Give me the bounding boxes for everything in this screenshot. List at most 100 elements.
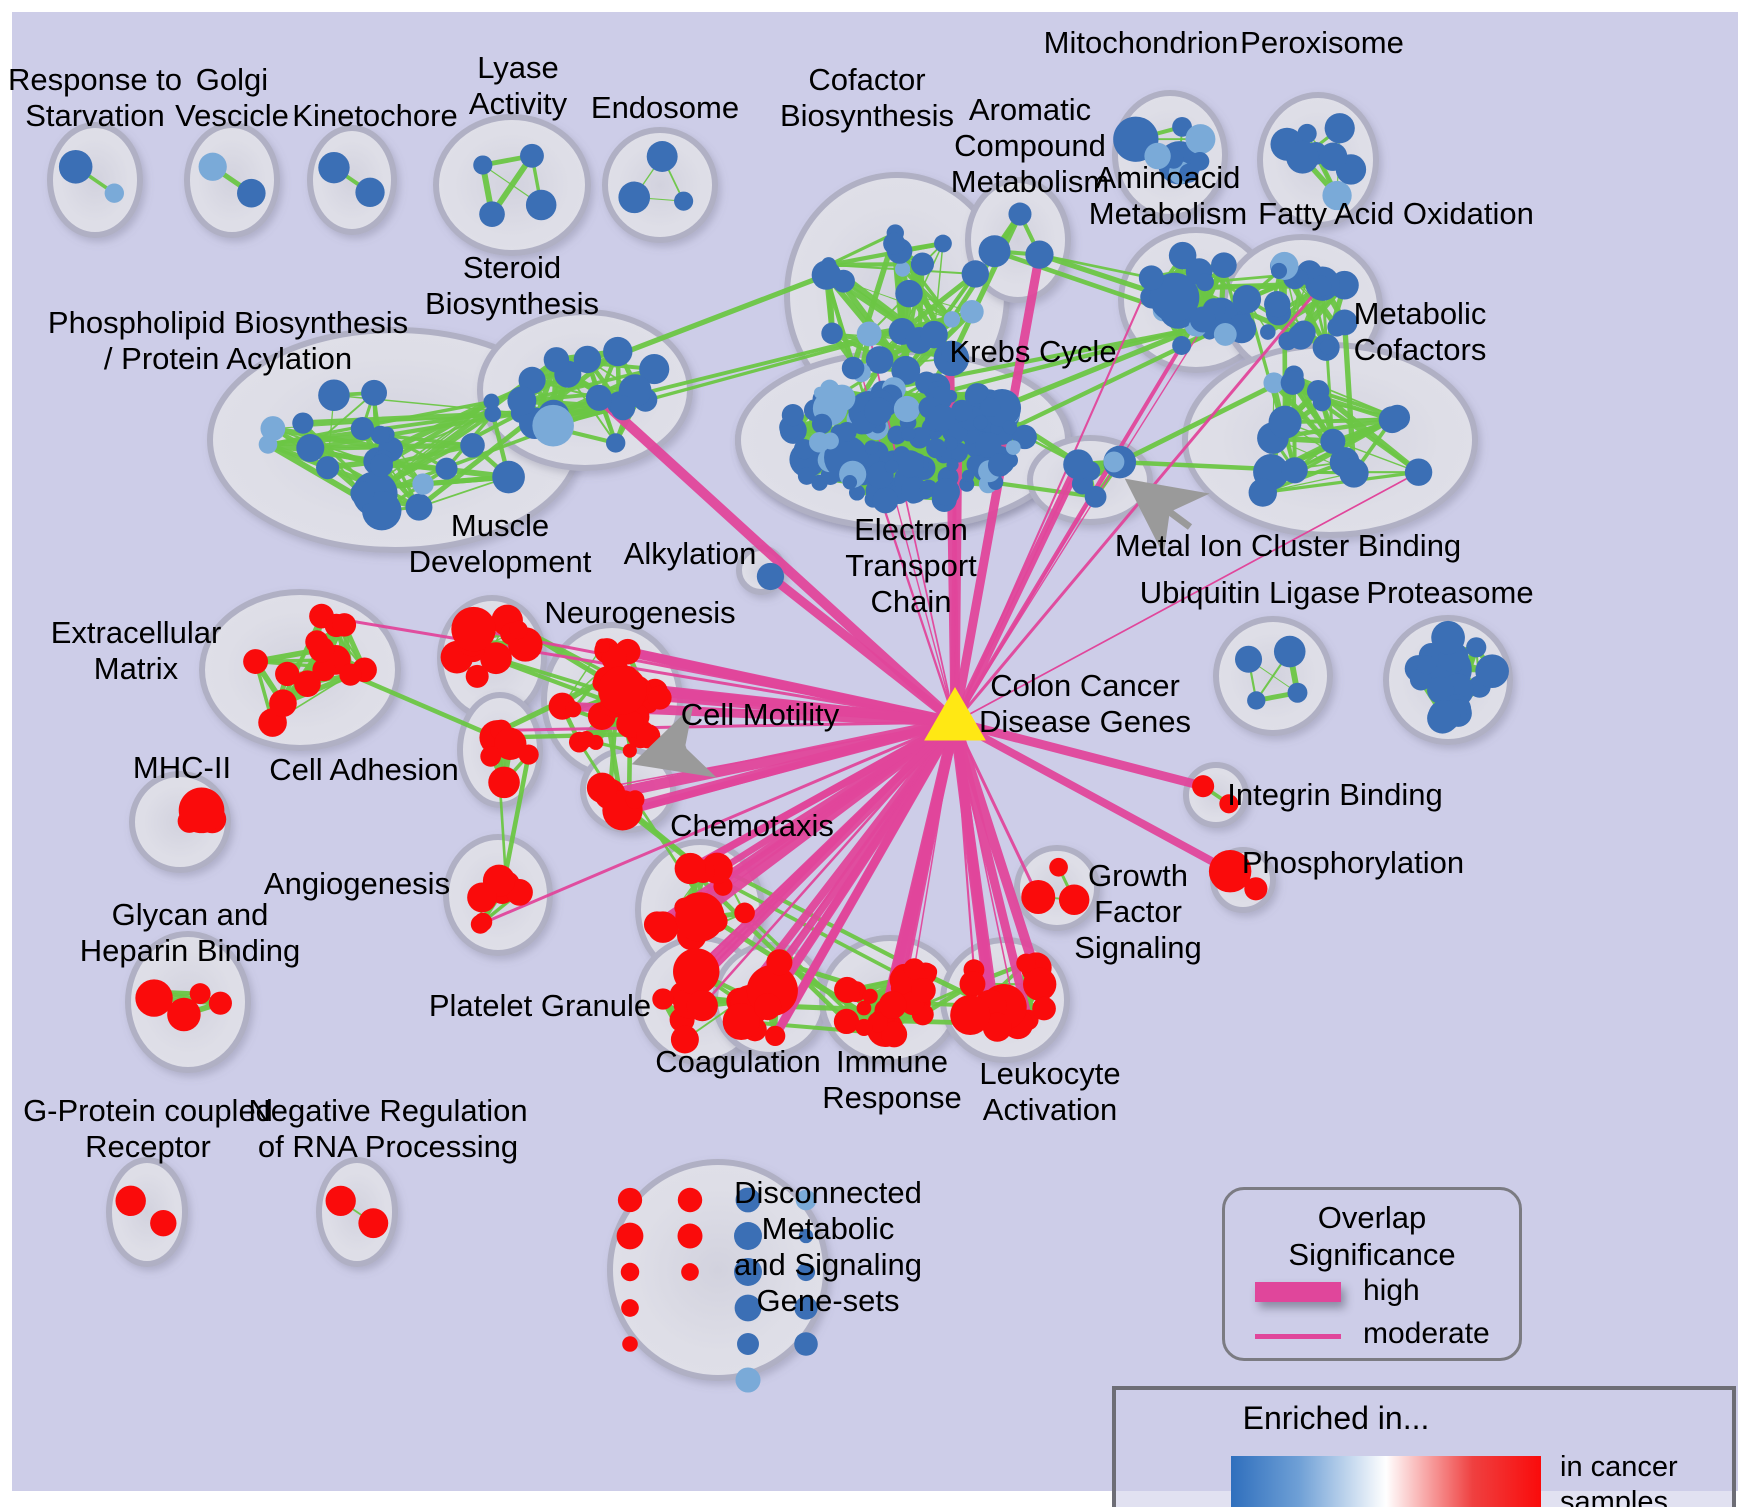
gene-set-node[interactable] — [973, 415, 988, 430]
gene-set-node[interactable] — [115, 1185, 146, 1217]
gene-set-node[interactable] — [1058, 884, 1090, 915]
gene-set-node[interactable] — [809, 431, 830, 453]
gene-set-node[interactable] — [881, 1021, 908, 1048]
gene-set-node[interactable] — [926, 438, 947, 459]
gene-set-node[interactable] — [833, 1008, 860, 1035]
gene-set-node[interactable] — [312, 658, 336, 682]
gene-set-node[interactable] — [856, 321, 882, 347]
gene-set-node[interactable] — [1417, 655, 1437, 675]
gene-set-node[interactable] — [754, 993, 782, 1021]
gene-set-node[interactable] — [1263, 372, 1285, 394]
gene-set-node[interactable] — [1049, 857, 1068, 877]
gene-set-node[interactable] — [435, 457, 458, 480]
gene-set-node[interactable] — [734, 1294, 762, 1322]
gene-set-node[interactable] — [260, 416, 286, 441]
gene-set-node[interactable] — [959, 970, 986, 997]
gene-set-node[interactable] — [479, 201, 505, 228]
gene-set-node[interactable] — [622, 1336, 638, 1352]
gene-set-node[interactable] — [975, 431, 1002, 458]
gene-set-node[interactable] — [966, 383, 988, 404]
gene-set-node[interactable] — [901, 477, 928, 504]
gene-set-node[interactable] — [872, 487, 899, 514]
gene-set-node[interactable] — [677, 1223, 703, 1249]
gene-set-node[interactable] — [1428, 699, 1461, 733]
gene-set-node[interactable] — [920, 320, 948, 349]
gene-set-node[interactable] — [896, 450, 924, 478]
cluster-halo-disconnected-gene-sets[interactable] — [607, 1159, 829, 1381]
gene-set-node[interactable] — [928, 404, 956, 432]
gene-set-node[interactable] — [903, 958, 925, 980]
gene-set-node[interactable] — [674, 852, 706, 885]
gene-set-node[interactable] — [737, 1333, 759, 1355]
gene-set-node[interactable] — [494, 727, 527, 760]
gene-set-node[interactable] — [1320, 428, 1346, 454]
gene-set-node[interactable] — [1475, 654, 1509, 688]
gene-set-node[interactable] — [598, 666, 647, 715]
gene-set-node[interactable] — [842, 475, 858, 490]
gene-set-node[interactable] — [1331, 309, 1358, 336]
gene-set-node[interactable] — [1319, 339, 1336, 355]
gene-set-node[interactable] — [318, 151, 350, 184]
gene-set-node[interactable] — [616, 1222, 644, 1250]
gene-set-node[interactable] — [756, 562, 785, 591]
gene-set-node[interactable] — [1339, 458, 1369, 488]
gene-set-node[interactable] — [1185, 124, 1216, 155]
gene-set-node[interactable] — [1002, 419, 1018, 435]
colon-cancer-hub-triangle[interactable] — [924, 686, 986, 741]
gene-set-node[interactable] — [1281, 457, 1308, 484]
gene-set-node[interactable] — [811, 260, 842, 290]
gene-set-node[interactable] — [893, 395, 920, 423]
gene-set-node[interactable] — [894, 261, 911, 277]
gene-set-node[interactable] — [620, 1262, 640, 1282]
gene-set-node[interactable] — [1294, 270, 1309, 285]
gene-set-node[interactable] — [734, 1258, 762, 1286]
gene-set-node[interactable] — [636, 724, 661, 749]
gene-set-node[interactable] — [856, 1000, 872, 1016]
gene-set-node[interactable] — [617, 1187, 643, 1213]
gene-set-node[interactable] — [681, 1263, 699, 1281]
gene-set-node[interactable] — [465, 664, 489, 688]
gene-set-node[interactable] — [292, 412, 314, 434]
gene-set-node[interactable] — [798, 1228, 814, 1244]
gene-set-node[interactable] — [722, 1002, 760, 1041]
gene-set-node[interactable] — [652, 988, 674, 1010]
gene-set-node[interactable] — [1023, 967, 1057, 1001]
gene-set-node[interactable] — [532, 404, 574, 447]
gene-set-node[interactable] — [982, 1012, 1012, 1042]
gene-set-node[interactable] — [794, 1332, 818, 1356]
gene-set-node[interactable] — [673, 948, 720, 995]
gene-set-node[interactable] — [1005, 440, 1021, 455]
gene-set-node[interactable] — [104, 183, 124, 203]
gene-set-node[interactable] — [883, 232, 906, 255]
gene-set-node[interactable] — [150, 1209, 177, 1237]
gene-set-node[interactable] — [978, 235, 1011, 268]
gene-set-node[interactable] — [1149, 272, 1200, 323]
gene-set-node[interactable] — [578, 730, 595, 748]
gene-set-node[interactable] — [618, 181, 651, 214]
gene-set-node[interactable] — [961, 469, 975, 482]
gene-set-node[interactable] — [987, 453, 1012, 477]
gene-set-node[interactable] — [1021, 880, 1056, 914]
gene-set-node[interactable] — [674, 191, 694, 211]
gene-set-node[interactable] — [332, 613, 357, 637]
gene-set-node[interactable] — [483, 393, 500, 410]
gene-set-node[interactable] — [1287, 682, 1308, 703]
gene-set-node[interactable] — [1268, 405, 1302, 439]
gene-set-node[interactable] — [178, 787, 225, 834]
gene-set-node[interactable] — [943, 436, 958, 451]
gene-set-node[interactable] — [1208, 849, 1252, 893]
gene-set-node[interactable] — [794, 1296, 818, 1320]
gene-set-node[interactable] — [1103, 451, 1125, 473]
gene-set-node[interactable] — [1213, 323, 1237, 346]
gene-set-node[interactable] — [670, 1025, 699, 1054]
gene-set-node[interactable] — [887, 425, 907, 445]
gene-set-node[interactable] — [1431, 620, 1465, 655]
gene-set-node[interactable] — [296, 434, 325, 463]
gene-set-node[interactable] — [813, 386, 827, 399]
gene-set-node[interactable] — [610, 395, 636, 421]
gene-set-node[interactable] — [1232, 284, 1262, 314]
gene-set-node[interactable] — [1138, 265, 1164, 291]
gene-set-node[interactable] — [316, 456, 340, 480]
gene-set-node[interactable] — [198, 152, 227, 181]
gene-set-node[interactable] — [895, 279, 923, 308]
